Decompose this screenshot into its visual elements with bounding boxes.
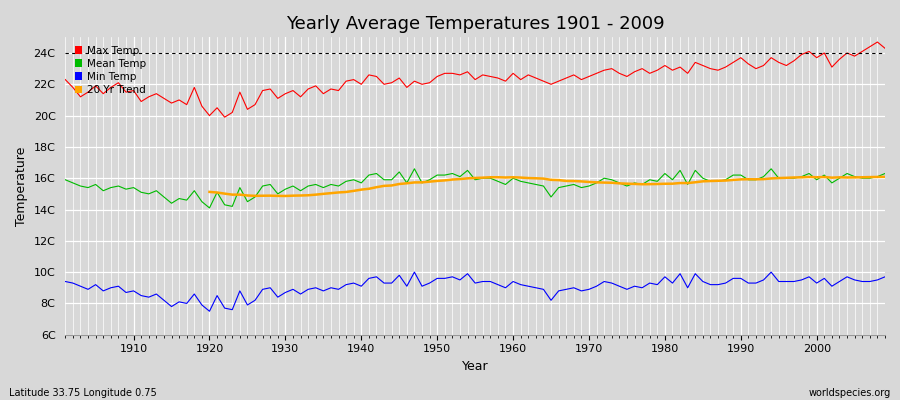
X-axis label: Year: Year <box>462 360 489 373</box>
Text: worldspecies.org: worldspecies.org <box>809 388 891 398</box>
Text: Latitude 33.75 Longitude 0.75: Latitude 33.75 Longitude 0.75 <box>9 388 157 398</box>
Title: Yearly Average Temperatures 1901 - 2009: Yearly Average Temperatures 1901 - 2009 <box>286 15 664 33</box>
Y-axis label: Temperature: Temperature <box>15 146 28 226</box>
Legend: Max Temp, Mean Temp, Min Temp, 20 Yr Trend: Max Temp, Mean Temp, Min Temp, 20 Yr Tre… <box>75 46 146 95</box>
